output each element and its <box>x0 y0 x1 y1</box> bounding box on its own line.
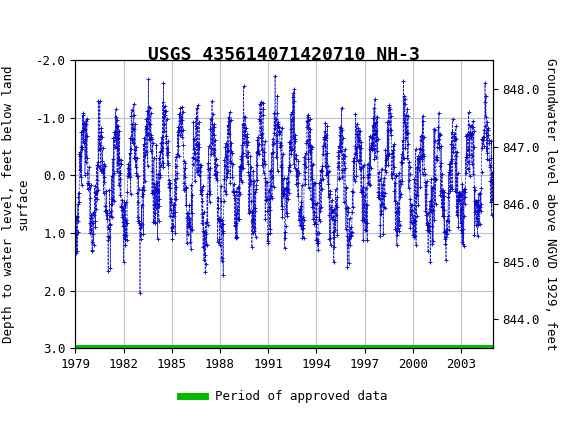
Y-axis label: Groundwater level above NGVD 1929, feet: Groundwater level above NGVD 1929, feet <box>544 58 557 350</box>
Text: USGS 435614071420710 NH-3: USGS 435614071420710 NH-3 <box>148 46 420 64</box>
Legend: Period of approved data: Period of approved data <box>176 385 393 408</box>
Y-axis label: Depth to water level, feet below land
surface: Depth to water level, feet below land su… <box>2 65 30 343</box>
Text: ≡USGS: ≡USGS <box>9 12 72 33</box>
